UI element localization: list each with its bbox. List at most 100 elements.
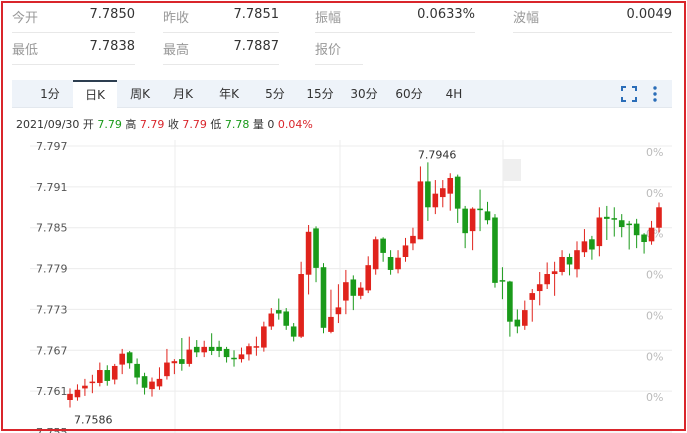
info-high-label: 高 <box>125 118 137 131</box>
candle-down <box>484 211 491 221</box>
fullscreen-icon[interactable] <box>620 85 638 103</box>
candle-up <box>596 217 603 247</box>
candle-down <box>141 376 148 388</box>
candle-down <box>462 208 468 234</box>
candle-down <box>454 176 461 209</box>
info-vol: 0 <box>267 118 275 131</box>
candle-down <box>499 280 506 282</box>
tab-5min[interactable]: 5分 <box>265 87 285 101</box>
candle-down <box>641 234 647 243</box>
stat-quote: 报价 <box>315 35 363 65</box>
candle-down <box>566 256 573 265</box>
candle-down <box>633 223 640 236</box>
stat-label: 最高 <box>163 43 190 58</box>
candle-up <box>171 361 178 364</box>
tab-weekly-k[interactable]: 周K <box>130 87 150 101</box>
candle-down <box>104 370 111 381</box>
candle-up <box>111 365 118 380</box>
right-axis-label: 0% <box>646 309 663 322</box>
candle-up <box>365 265 372 291</box>
candle-up <box>417 181 424 240</box>
stat-value: 0.0049 <box>626 7 673 22</box>
candle-up <box>395 257 401 270</box>
candle-down <box>179 359 185 364</box>
info-open: 7.79 <box>97 118 122 131</box>
info-low-label: 低 <box>210 118 222 131</box>
candle-up <box>335 307 342 315</box>
tab-daily-k[interactable]: 日K <box>73 80 117 109</box>
candle-up <box>156 378 163 387</box>
right-axis-label: 0% <box>646 187 663 200</box>
candle-up <box>529 293 536 300</box>
tab-yearly-k[interactable]: 年K <box>219 87 239 101</box>
candle-down <box>193 346 200 353</box>
watermark-logo <box>503 159 521 181</box>
candle-up <box>410 235 416 244</box>
candle-up <box>186 349 193 364</box>
candle-up <box>469 208 476 232</box>
tab-1min[interactable]: 1分 <box>40 87 60 101</box>
candle-up <box>149 381 155 390</box>
candle-down <box>626 223 632 226</box>
candle-down <box>350 279 357 296</box>
stat-value: 7.7850 <box>89 7 136 22</box>
candle-up <box>97 370 103 383</box>
tab-4h[interactable]: 4H <box>445 87 463 101</box>
candle-up <box>201 346 208 353</box>
candle-up <box>89 381 96 384</box>
stat-open: 今开 7.7850 <box>12 3 135 33</box>
candle-up <box>648 227 655 242</box>
stat-high: 最高 7.7887 <box>163 35 279 65</box>
stat-label: 今开 <box>12 11 39 26</box>
y-tick-label: 7.761 <box>36 385 68 398</box>
right-axis-label: 0% <box>646 391 663 404</box>
stat-value: 7.7887 <box>233 39 280 54</box>
candle-up <box>268 313 275 327</box>
stat-label: 振幅 <box>315 11 342 26</box>
candle-up <box>357 287 364 296</box>
tab-60min[interactable]: 60分 <box>395 87 423 101</box>
info-low: 7.78 <box>224 118 250 131</box>
stat-amplitude: 振幅 0.0633% <box>315 3 475 33</box>
stat-value: 7.7838 <box>89 39 136 54</box>
candle-down <box>611 218 618 220</box>
info-vol-label: 量 <box>252 118 264 131</box>
candle-up <box>261 326 267 348</box>
candle-up <box>246 346 252 355</box>
candle-up <box>74 389 81 398</box>
y-tick-label: 7.791 <box>36 181 68 194</box>
candle-up <box>164 362 170 377</box>
tab-15min[interactable]: 15分 <box>306 87 334 101</box>
y-tick-label: 7.773 <box>36 303 68 316</box>
candle-info-line: 2021/09/30 开 7.79 高 7.79 收 7.79 低 7.78 量… <box>16 116 313 132</box>
candle-up <box>119 353 125 365</box>
candle-down <box>216 346 222 351</box>
candle-up <box>581 241 588 253</box>
candle-up <box>343 282 349 301</box>
candle-down <box>514 319 521 327</box>
candle-up <box>402 245 409 257</box>
candle-up <box>544 274 550 285</box>
candle-down <box>134 363 140 378</box>
candle-down <box>507 281 513 322</box>
candle-up <box>656 207 662 228</box>
candle-down <box>208 346 215 351</box>
more-vertical-icon[interactable] <box>652 85 658 103</box>
tab-30min[interactable]: 30分 <box>350 87 378 101</box>
stat-label: 最低 <box>12 43 39 58</box>
candle-down <box>231 357 237 360</box>
tab-monthly-k[interactable]: 月K <box>173 87 193 101</box>
candle-down <box>589 239 595 250</box>
candle-up <box>67 393 73 400</box>
candle-down <box>290 326 297 337</box>
candle-up <box>253 346 260 348</box>
max-price-label: 7.7946 <box>418 148 457 161</box>
candle-down <box>477 208 483 211</box>
stat-value: 7.7851 <box>233 7 280 22</box>
candle-up <box>447 178 454 194</box>
candle-down <box>380 238 386 253</box>
candle-down <box>320 267 327 328</box>
info-open-label: 开 <box>82 118 94 131</box>
right-axis-label: 0% <box>646 228 663 241</box>
